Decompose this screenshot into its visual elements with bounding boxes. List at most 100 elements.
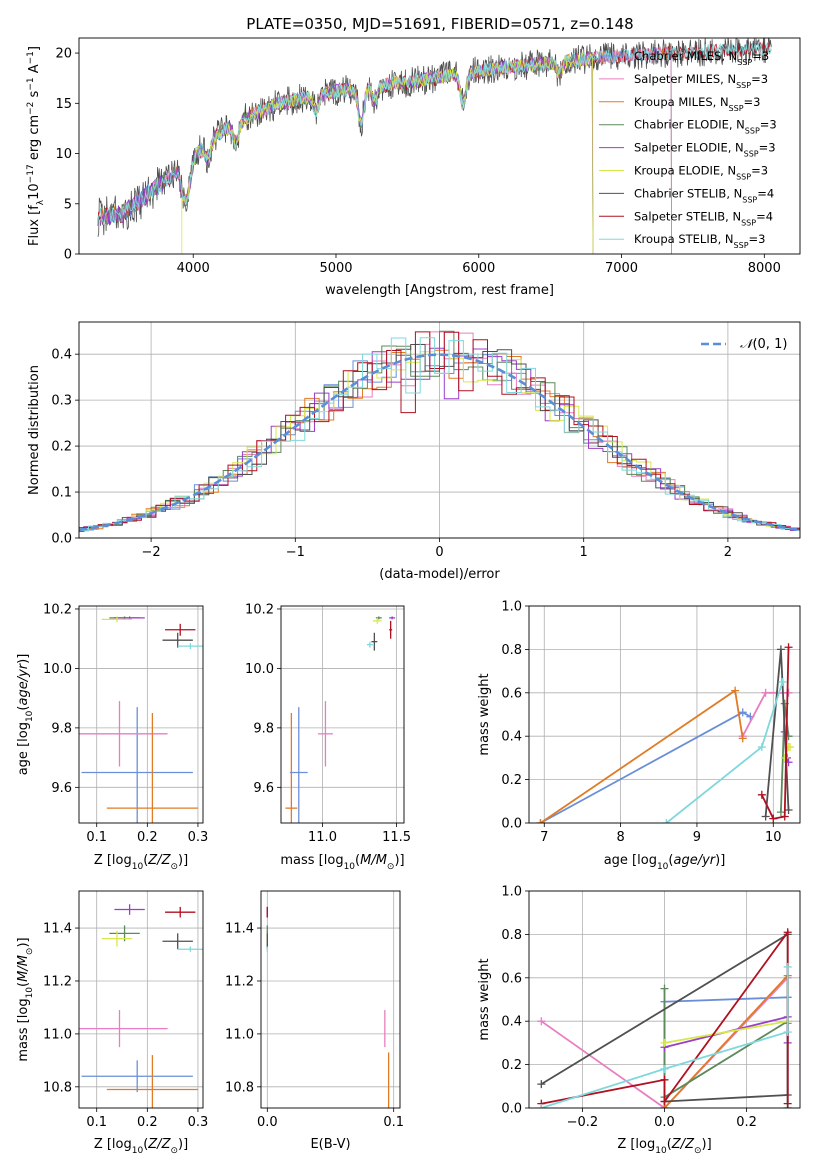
weight-marker: [778, 677, 787, 686]
axes-mass_vs_ebv: 0.0 0.1 10.8 11.0 11.2 11.4: [225, 891, 404, 1130]
weight-marker: [783, 962, 792, 971]
normal-reference-curve: [79, 353, 798, 532]
data-point-chabrier-miles: [81, 707, 193, 823]
y-tick-label: 10.2: [43, 602, 72, 617]
y-tick-label: 11.2: [43, 974, 72, 989]
y-axis-label: age [log10(age/yr)]: [16, 654, 35, 776]
y-axis-label: mass weight: [477, 958, 492, 1040]
weight-marker: [731, 686, 740, 695]
weight-line-chabrier-miles: [663, 996, 789, 1108]
x-tick-label: −1: [286, 545, 305, 560]
x-axis-label: (data-model)/error: [379, 567, 500, 582]
weight-marker: [537, 1080, 546, 1089]
x-tick-label: 2: [724, 545, 732, 560]
data-point-chabrier-stelib: [371, 632, 378, 651]
weight-marker: [660, 984, 669, 993]
y-tick-label: 0.8: [501, 643, 522, 658]
weight-marker: [536, 819, 545, 823]
x-axis-label: wavelength [Angstrom, rest frame]: [325, 283, 554, 298]
data-point-kroupa-stelib: [177, 643, 203, 650]
weight-line-chabrier-elodie: [663, 988, 789, 1108]
x-tick-label: 7000: [605, 261, 638, 276]
x-tick-label: 10: [765, 830, 782, 845]
y-tick-label: 0.2: [51, 440, 72, 455]
weights-weight_vs_age: [536, 643, 795, 823]
y-tick-label: 9.6: [51, 781, 72, 796]
legend-entry: Salpeter STELIB, NSSP=4: [634, 209, 773, 227]
x-axis-label: Z [log10(Z/Z⊙)]: [94, 1137, 188, 1156]
errorbars-age_vs_Z: [79, 616, 203, 823]
data-point-chabrier-stelib: [162, 632, 193, 648]
y-tick-label: 10.0: [245, 662, 274, 677]
x-tick-label: 0.3: [188, 1115, 209, 1130]
weight-line-salpeter-miles: [540, 977, 789, 1108]
plot-frame-age_vs_Z: [78, 605, 204, 824]
data-point-salpeter-elodie: [114, 904, 145, 915]
x-tick-label: 0.1: [383, 1115, 404, 1130]
weight-marker: [660, 1097, 669, 1106]
x-tick-label: 7: [540, 830, 548, 845]
y-tick-label: 11.0: [225, 1027, 254, 1042]
x-tick-label: 6000: [462, 261, 495, 276]
weight-marker: [776, 808, 785, 817]
spectrum-kroupa-stelib: [97, 41, 772, 226]
y-tick-label: 0.1: [51, 486, 72, 501]
axes-mass_vs_Z: 0.1 0.2 0.3 10.8 11.0 11.2 11.4: [43, 891, 208, 1130]
x-tick-label: 0.2: [736, 1115, 757, 1130]
spectrum-lines: [97, 38, 772, 254]
y-axis-label: mass weight: [477, 673, 492, 755]
y-tick-label: 0.6: [501, 971, 522, 986]
weight-marker: [780, 812, 789, 821]
data-point-chabrier-miles: [81, 1060, 193, 1093]
legend-entry: Chabrier ELODIE, NSSP=3: [634, 118, 777, 136]
legend-entry: Kroupa STELIB, NSSP=3: [634, 232, 765, 250]
weight-line-chabrier-miles: [540, 711, 751, 823]
x-tick-label: 8: [616, 830, 624, 845]
x-tick-label: −2: [142, 545, 161, 560]
y-tick-label: 0.2: [501, 1058, 522, 1073]
data-point-salpeter-stelib: [389, 620, 393, 639]
x-tick-label: 0.2: [137, 1115, 158, 1130]
legend-entry: Chabrier STELIB, NSSP=4: [634, 186, 774, 204]
data-point-kroupa-miles: [106, 1055, 198, 1108]
data-point-salpeter-miles: [79, 701, 168, 767]
weight-marker: [662, 819, 671, 823]
data-point-salpeter-stelib: [165, 623, 196, 636]
x-tick-label: 4000: [177, 261, 210, 276]
x-axis-label: Z [log10(Z/Z⊙)]: [617, 1137, 711, 1156]
weight-marker: [761, 688, 770, 697]
y-tick-label: 10: [55, 147, 72, 162]
data-point-kroupa-elodie: [372, 617, 382, 624]
plot-frame-weight_vs_age: [528, 605, 801, 824]
data-point-chabrier-stelib: [162, 933, 193, 950]
x-tick-label: 11.5: [382, 830, 411, 845]
y-tick-label: 1.0: [501, 600, 522, 615]
y-tick-label: 0.3: [51, 394, 72, 409]
data-point-kroupa-miles: [106, 713, 198, 823]
weight-marker: [761, 812, 770, 821]
y-axis-label: mass [log10(M/M⊙)]: [16, 937, 35, 1061]
plot-frame-residuals: [78, 321, 801, 539]
y-tick-label: 0.4: [51, 348, 72, 363]
y-tick-label: 0.8: [501, 928, 522, 943]
weight-marker: [784, 805, 793, 814]
x-tick-label: 5000: [319, 261, 352, 276]
spectrum-salpeter-miles: [100, 46, 672, 254]
weights-weight_vs_Z: [537, 928, 792, 1108]
weight-marker: [783, 1028, 792, 1037]
hist-kroupa-stelib: [79, 337, 800, 532]
plot-frame-mass_vs_Z: [78, 890, 204, 1109]
x-axis-label: mass [log10(M/M⊙)]: [280, 853, 404, 872]
weight-line-salpeter-miles: [741, 691, 789, 737]
legend-entry-normal: 𝒩(0, 1): [740, 337, 787, 352]
y-tick-label: 15: [55, 97, 72, 112]
data-point-salpeter-stelib: [165, 906, 196, 918]
x-tick-label: 0: [435, 545, 443, 560]
weight-marker: [738, 708, 747, 717]
y-tick-label: 11.4: [43, 922, 72, 937]
plot-frame-mass_vs_ebv: [260, 890, 401, 1109]
y-tick-label: 0.0: [501, 1102, 522, 1117]
data-point-kroupa-elodie: [101, 616, 133, 623]
plot-frame-spectrum: [78, 37, 801, 255]
